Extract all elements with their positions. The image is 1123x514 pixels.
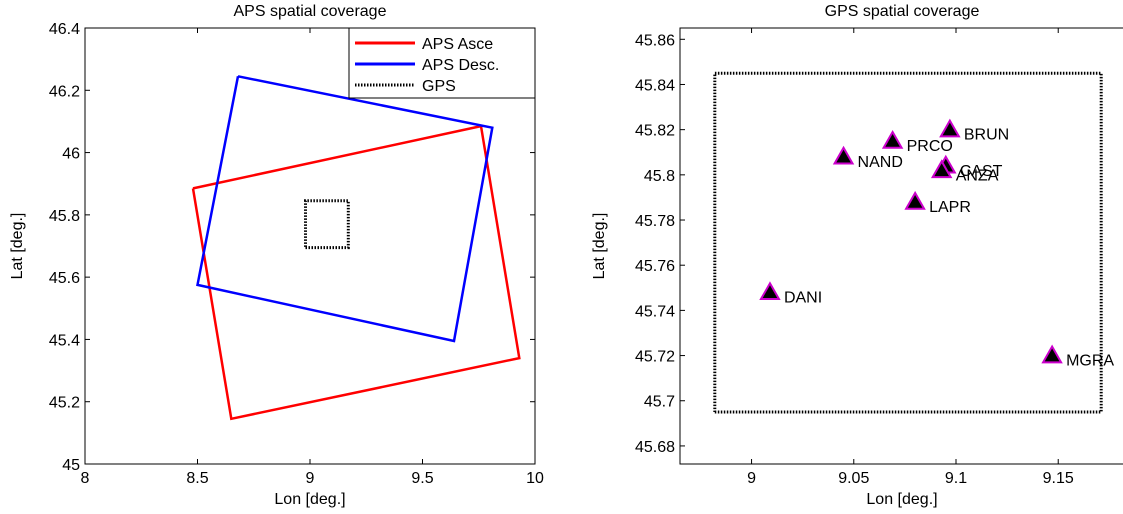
station-marker-prco <box>881 129 904 149</box>
station-label-brun: BRUN <box>964 127 1009 144</box>
y-tick-label: 45.78 <box>635 213 675 230</box>
y-tick-label: 45.82 <box>635 123 675 140</box>
y-tick-label: 45.68 <box>635 439 675 456</box>
station-label-prco: PRCO <box>907 138 953 155</box>
gps-coverage-box <box>713 71 1103 414</box>
y-tick-label: 45.8 <box>644 168 675 185</box>
x-axis-label: Lon [deg.] <box>274 491 345 508</box>
x-tick-label: 8 <box>81 470 90 487</box>
station-marker-brun <box>939 118 961 138</box>
plot-frame <box>679 27 1123 465</box>
x-tick-label: 10 <box>526 470 544 487</box>
legend: APS Asce APS Desc. GPS <box>348 27 536 99</box>
station-label-dani: DANI <box>784 289 822 306</box>
y-axis-label: Lat [deg.] <box>591 213 608 280</box>
gps-box-group <box>713 71 1103 414</box>
legend-label-aps-desc: APS Desc. <box>422 57 499 74</box>
y-tick-label: 46 <box>62 146 80 163</box>
y-tick-label: 45.72 <box>635 349 675 366</box>
chart-title: GPS spatial coverage <box>825 3 980 20</box>
station-marker-lapr <box>904 190 926 210</box>
plot-frame <box>84 27 536 465</box>
station-label-cast: CAST <box>960 163 1003 180</box>
chart-title: APS spatial coverage <box>234 3 387 20</box>
station-marker-dani <box>759 281 781 301</box>
y-tick-label: 45.74 <box>635 303 675 320</box>
y-tick-label: 45.86 <box>635 32 675 49</box>
x-tick-label: 9.1 <box>945 470 967 487</box>
y-tick-label: 45 <box>62 457 80 474</box>
station-label-nand: NAND <box>858 154 903 171</box>
station-marker-mgra <box>1041 344 1063 364</box>
x-tick-label: 9.5 <box>411 470 433 487</box>
station-label-mgra: MGRA <box>1066 353 1114 370</box>
series-aps-desc <box>196 75 494 343</box>
series-aps-asce <box>191 124 521 421</box>
gps-coverage-plot: GPS spatial coverage 9 9.05 9.1 9.15 45.68 45… <box>591 3 1123 508</box>
legend-label-gps: GPS <box>422 78 456 95</box>
axis-ticks: 8 8.5 9 9.5 10 45 45.2 45.4 45.6 45.8 46 46.2 46.4 <box>49 21 544 487</box>
y-tick-label: 46.2 <box>49 83 80 100</box>
station-marker-nand <box>832 145 855 165</box>
y-tick-label: 45.6 <box>49 270 80 287</box>
y-axis-label: Lat [deg.] <box>9 213 26 280</box>
series-group <box>191 75 521 421</box>
x-tick-label: 8.5 <box>186 470 208 487</box>
aps-coverage-plot: APS spatial coverage 8 8.5 9 9.5 10 45 45.2 45.… <box>9 3 544 508</box>
axis-ticks: 9 9.05 9.1 9.15 45.68 45.7 45.72 45.74 45.76 45.7… <box>635 28 1074 487</box>
y-tick-label: 45.76 <box>635 258 675 275</box>
y-tick-label: 45.8 <box>49 208 80 225</box>
y-tick-label: 45.2 <box>49 395 80 412</box>
station-label-lapr: LAPR <box>929 199 971 216</box>
x-axis-label: Lon [deg.] <box>866 491 937 508</box>
y-tick-label: 46.4 <box>49 21 80 38</box>
x-tick-label: 9.05 <box>838 470 869 487</box>
y-tick-label: 45.84 <box>635 77 675 94</box>
station-label-anza: ANZA <box>956 167 999 184</box>
y-tick-label: 45.4 <box>49 332 80 349</box>
legend-label-aps-asce: APS Asce <box>422 36 493 53</box>
series-gps <box>304 199 350 250</box>
x-tick-label: 9 <box>306 470 315 487</box>
x-tick-label: 9 <box>747 470 756 487</box>
station-marker-anza <box>930 159 953 179</box>
x-tick-label: 9.15 <box>1043 470 1074 487</box>
y-tick-label: 45.7 <box>644 394 675 411</box>
